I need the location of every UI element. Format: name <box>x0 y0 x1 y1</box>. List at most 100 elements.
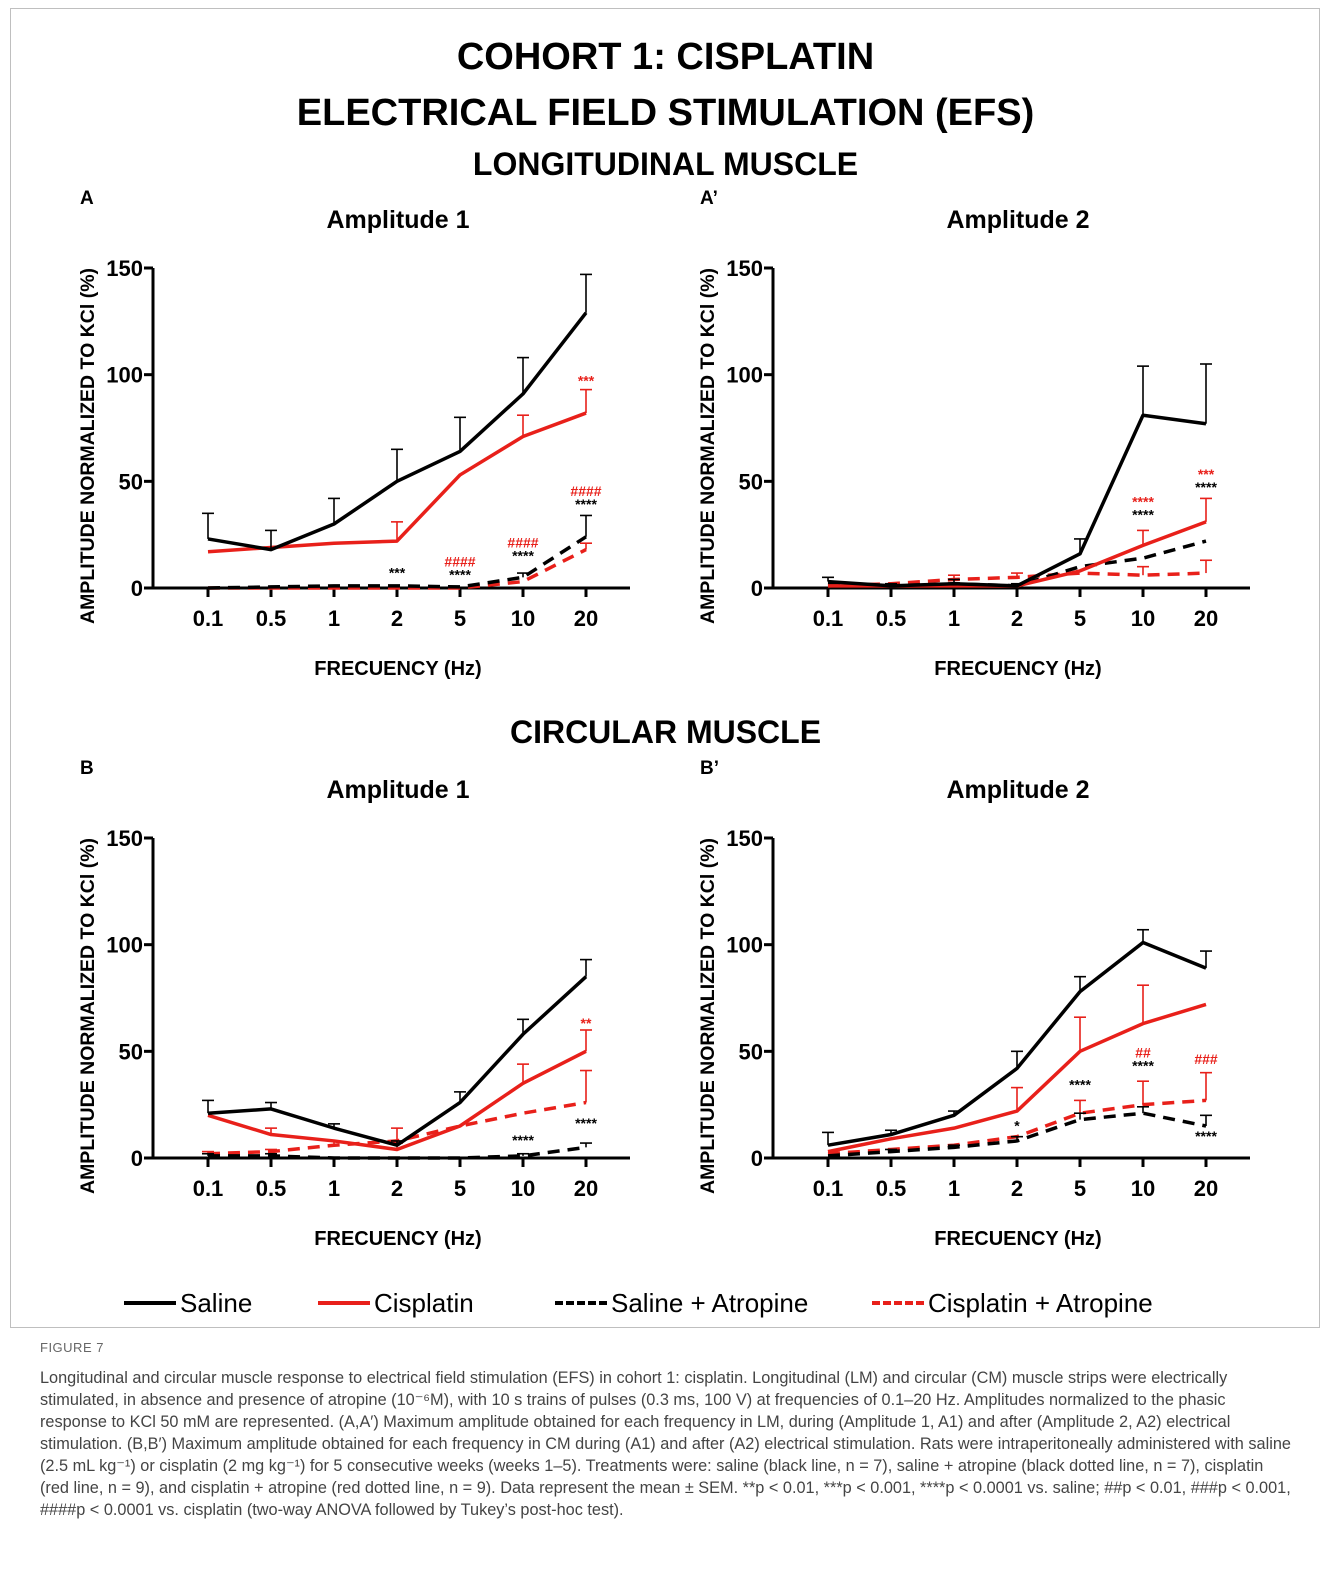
chart-title: Amplitude 2 <box>946 776 1089 804</box>
y-tick-label: 150 <box>106 826 143 851</box>
panel-label: A’ <box>700 188 718 209</box>
x-tick-label: 10 <box>511 1176 535 1201</box>
figure-title-line-2: ELECTRICAL FIELD STIMULATION (EFS) <box>296 92 1035 134</box>
legend-item-saline-atropine: Saline + Atropine <box>555 1285 808 1321</box>
x-tick-label: 5 <box>1074 606 1086 631</box>
figure-frame <box>10 8 1320 1328</box>
y-tick-label: 100 <box>106 363 143 388</box>
x-tick-label: 0.1 <box>193 1176 224 1201</box>
significance-marker: **** <box>575 1115 597 1131</box>
x-axis-label: FRECUENCY (Hz) <box>314 658 481 680</box>
chart-title: Amplitude 1 <box>326 776 469 804</box>
x-tick-label: 2 <box>391 606 403 631</box>
legend-label: Cisplatin + Atropine <box>928 1287 1153 1318</box>
panel-label: B’ <box>700 758 719 779</box>
series-line-saline <box>827 413 1207 588</box>
significance-marker: **** <box>1195 479 1217 495</box>
y-axis-label: AMPLITUDE NORMALIZED TO KCl (%) <box>697 838 719 1194</box>
y-axis-label: AMPLITUDE NORMALIZED TO KCl (%) <box>77 838 99 1194</box>
legend-swatch <box>318 1301 370 1305</box>
x-axis-label: FRECUENCY (Hz) <box>934 1228 1101 1250</box>
x-tick-label: 20 <box>574 1176 598 1201</box>
y-tick-label: 150 <box>726 826 763 851</box>
y-axis-label: AMPLITUDE NORMALIZED TO KCl (%) <box>77 268 99 624</box>
significance-marker: * <box>1014 1117 1020 1133</box>
legend-swatch <box>124 1301 176 1305</box>
y-axis-label: AMPLITUDE NORMALIZED TO KCl (%) <box>697 268 719 624</box>
significance-marker: ### <box>1194 1051 1218 1067</box>
x-tick-label: 1 <box>328 606 340 631</box>
x-tick-label: 20 <box>574 606 598 631</box>
section-title-circular: CIRCULAR MUSCLE <box>509 714 822 750</box>
significance-marker: ## <box>1135 1045 1151 1061</box>
significance-marker: ** <box>581 1015 592 1031</box>
section-title-longitudinal: LONGITUDINAL MUSCLE <box>472 146 859 182</box>
legend-item-saline: Saline <box>124 1285 252 1321</box>
x-tick-label: 0.1 <box>193 606 224 631</box>
series-line-saline-atropine <box>208 1145 587 1160</box>
x-tick-label: 5 <box>454 606 466 631</box>
x-tick-label: 2 <box>1011 606 1023 631</box>
panel-label: A <box>80 188 94 209</box>
series-line-saline-atropine <box>827 539 1207 588</box>
x-tick-label: 0.5 <box>876 606 907 631</box>
significance-marker: #### <box>570 483 601 499</box>
x-tick-label: 5 <box>454 1176 466 1201</box>
x-axis-label: FRECUENCY (Hz) <box>314 1228 481 1250</box>
y-tick-label: 0 <box>751 576 763 601</box>
legend-item-cisplatin: Cisplatin <box>318 1285 474 1321</box>
legend-item-cisplatin-atropine: Cisplatin + Atropine <box>872 1285 1153 1321</box>
significance-marker: *** <box>578 372 595 388</box>
panel-label: B <box>80 758 94 779</box>
series-line-cisplatin <box>827 1002 1207 1154</box>
series-line-saline <box>827 940 1207 1147</box>
legend-label: Saline <box>180 1287 253 1318</box>
x-tick-label: 1 <box>328 1176 340 1201</box>
y-tick-label: 50 <box>739 1039 763 1064</box>
significance-marker: **** <box>1132 1058 1154 1074</box>
significance-marker: *** <box>1198 466 1215 482</box>
chart-panel-a-prime: A’ Amplitude 2 AMPLITUDE NORMALIZED TO KCl… <box>697 188 1250 680</box>
y-tick-label: 0 <box>131 1146 143 1171</box>
x-tick-label: 1 <box>948 606 960 631</box>
legend-label: Cisplatin <box>374 1287 474 1318</box>
series-line-saline-atropine <box>827 1111 1207 1158</box>
chart-panel-a: A Amplitude 1 AMPLITUDE NORMALIZED TO KCl … <box>77 188 630 680</box>
y-tick-label: 0 <box>131 576 143 601</box>
chart-title: Amplitude 1 <box>326 206 469 234</box>
significance-marker: #### <box>444 553 475 569</box>
x-tick-label: 0.5 <box>256 606 287 631</box>
series-line-saline <box>207 311 588 552</box>
x-tick-label: 2 <box>1011 1176 1023 1201</box>
legend-swatch <box>872 1301 924 1305</box>
significance-marker: **** <box>1132 507 1154 523</box>
figure-caption: FIGURE 7 Longitudinal and circular muscl… <box>40 1340 1295 1521</box>
chart-legend: Saline Cisplatin Saline + Atropine Cispl… <box>0 1285 1331 1321</box>
legend-swatch <box>555 1301 607 1305</box>
significance-marker: **** <box>449 566 471 582</box>
y-tick-label: 0 <box>751 1146 763 1171</box>
x-tick-label: 10 <box>1131 1176 1155 1201</box>
significance-marker: **** <box>575 496 597 512</box>
y-tick-label: 100 <box>726 363 763 388</box>
series-line-cisplatin <box>207 1049 587 1152</box>
y-tick-label: 100 <box>726 933 763 958</box>
x-tick-label: 0.1 <box>813 606 844 631</box>
y-tick-label: 150 <box>106 256 143 281</box>
legend-label: Saline + Atropine <box>611 1287 809 1318</box>
significance-marker: #### <box>507 534 538 550</box>
x-tick-label: 10 <box>511 606 535 631</box>
chart-panel-b: B Amplitude 1 AMPLITUDE NORMALIZED TO KCl … <box>77 758 630 1250</box>
y-tick-label: 100 <box>106 933 143 958</box>
x-tick-label: 0.5 <box>876 1176 907 1201</box>
series-line-saline <box>207 975 588 1147</box>
x-tick-label: 2 <box>391 1176 403 1201</box>
figure-label: FIGURE 7 <box>40 1340 104 1355</box>
x-tick-label: 10 <box>1131 606 1155 631</box>
significance-marker: **** <box>1132 494 1154 510</box>
significance-marker: **** <box>1069 1077 1091 1093</box>
series-line-saline-atropine <box>207 535 587 590</box>
caption-text: Longitudinal and circular muscle respons… <box>40 1369 1291 1519</box>
x-tick-label: 0.1 <box>813 1176 844 1201</box>
x-tick-label: 20 <box>1194 606 1218 631</box>
